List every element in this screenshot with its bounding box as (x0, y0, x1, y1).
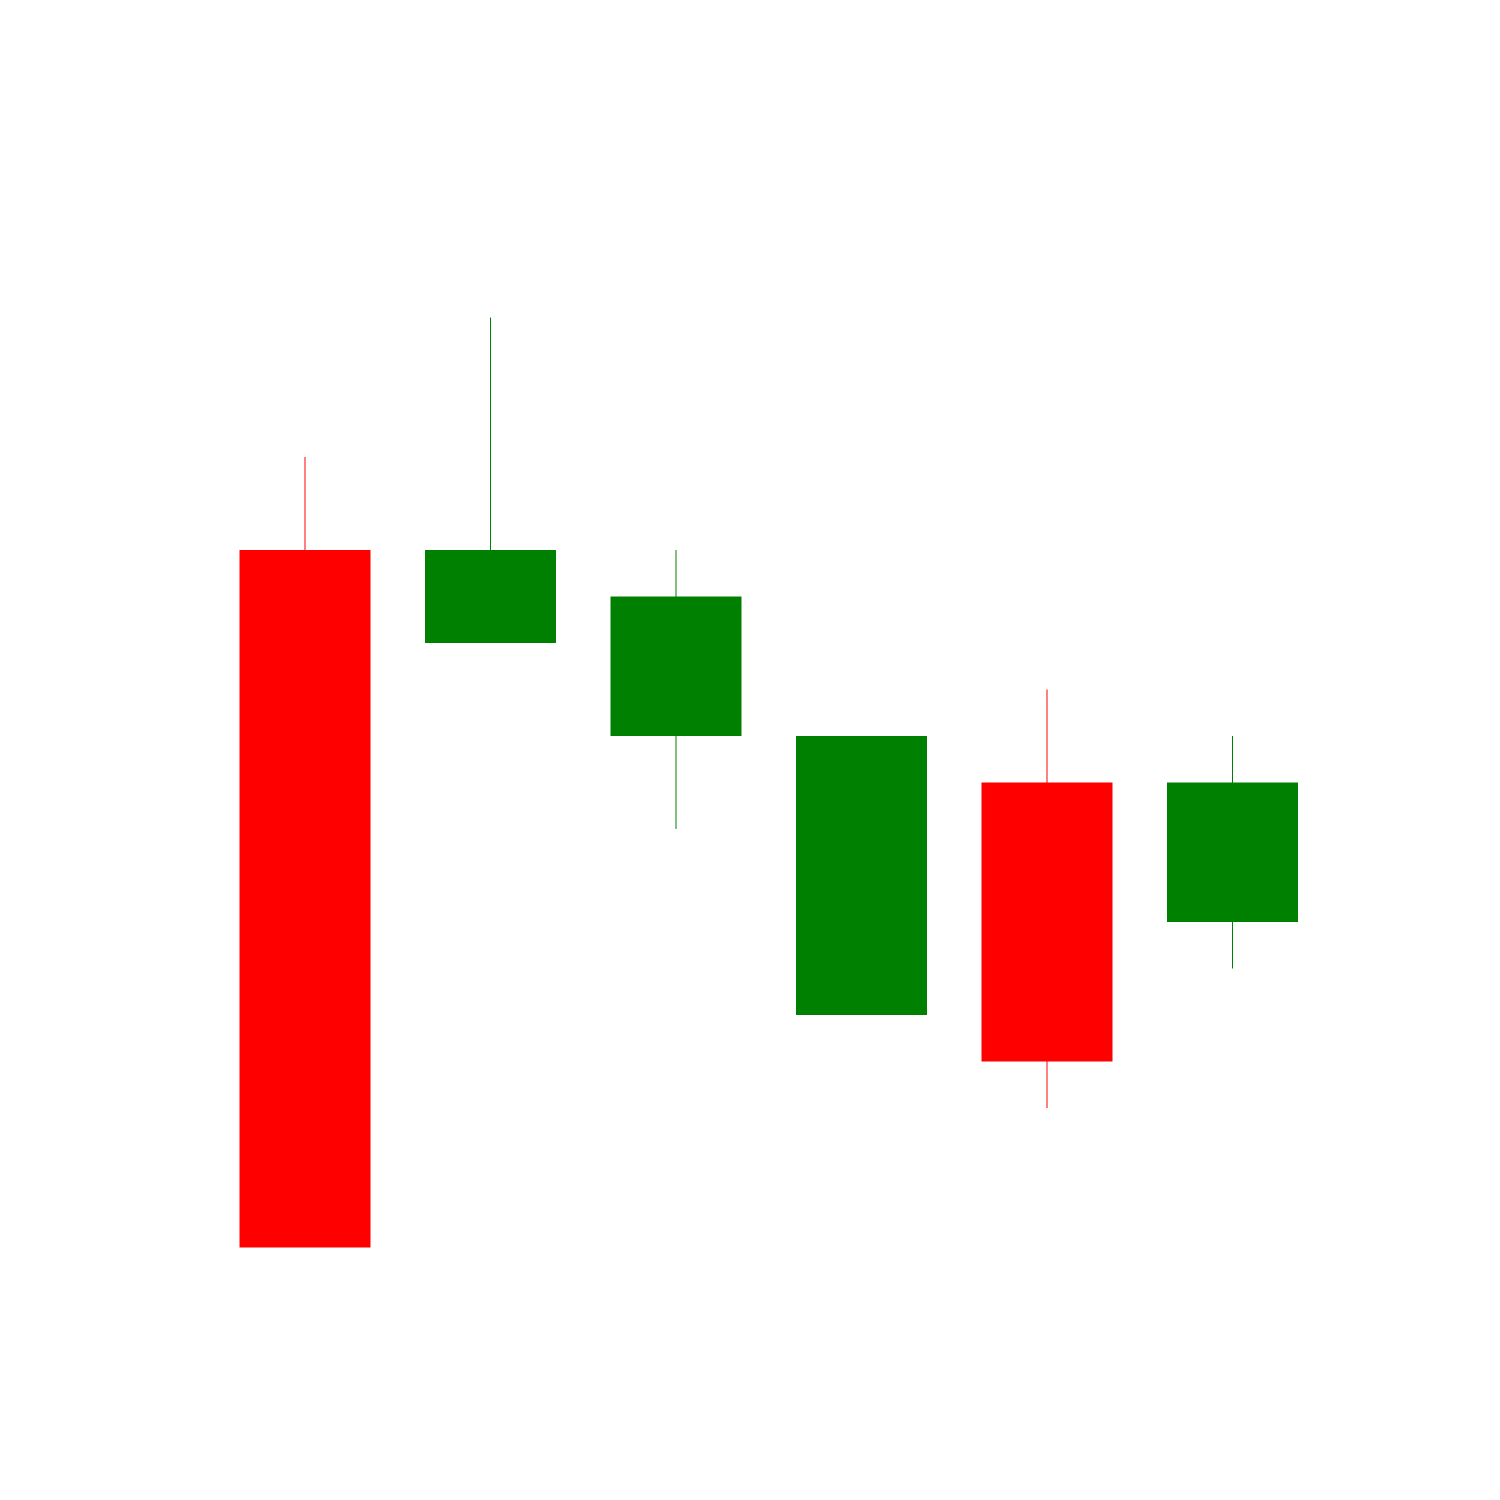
candle-6 (1167, 736, 1298, 969)
candle-4 (796, 736, 927, 1015)
candle-body-down (981, 782, 1113, 1062)
candle-body-up (425, 550, 556, 643)
candle-3 (610, 550, 742, 829)
candle-body-up (1167, 782, 1298, 922)
candles-layer (239, 317, 1298, 1248)
candle-body-up (796, 736, 927, 1015)
candle-2 (425, 317, 556, 643)
candle-5 (981, 689, 1113, 1108)
candle-body-up (610, 596, 742, 736)
candle-body-down (239, 550, 371, 1248)
candle-1 (239, 457, 371, 1248)
